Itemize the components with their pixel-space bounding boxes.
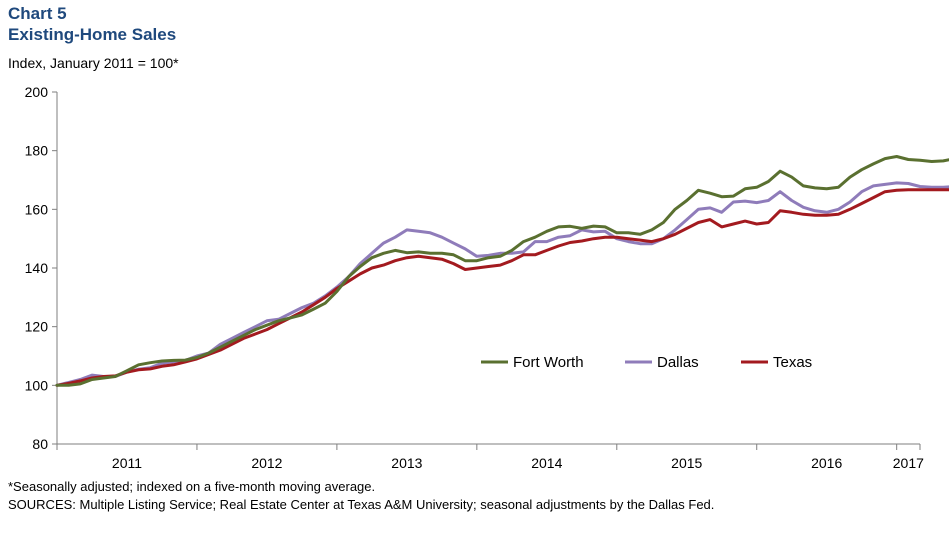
x-tick-label: 2017 (893, 455, 924, 471)
series-line-fort-worth (55, 155, 949, 387)
x-tick-label: 2016 (811, 455, 842, 471)
x-tick-label: 2014 (531, 455, 562, 471)
series-line-dallas (55, 181, 949, 387)
x-tick-label: 2012 (251, 455, 282, 471)
x-tick-label: 2011 (112, 455, 142, 471)
x-tick-label: 2015 (671, 455, 702, 471)
y-tick-label: 180 (25, 143, 49, 159)
sources-note: SOURCES: Multiple Listing Service; Real … (8, 497, 715, 512)
series-line-texas (55, 188, 949, 387)
y-tick-label: 160 (25, 201, 49, 217)
y-axis-label: Index, January 2011 = 100* (8, 55, 179, 71)
y-tick-label: 140 (25, 260, 49, 276)
legend-label-dallas: Dallas (657, 354, 699, 371)
y-tick-label: 200 (25, 84, 49, 100)
chart-number: Chart 5 (8, 4, 67, 23)
footnote: *Seasonally adjusted; indexed on a five-… (8, 479, 376, 494)
y-tick-label: 100 (25, 377, 49, 393)
y-tick-label: 80 (32, 436, 48, 452)
x-tick-label: 2013 (391, 455, 422, 471)
legend-label-texas: Texas (773, 354, 812, 371)
y-tick-label: 120 (25, 319, 49, 335)
chart-title: Existing-Home Sales (8, 25, 177, 44)
legend-label-fort-worth: Fort Worth (513, 354, 584, 371)
